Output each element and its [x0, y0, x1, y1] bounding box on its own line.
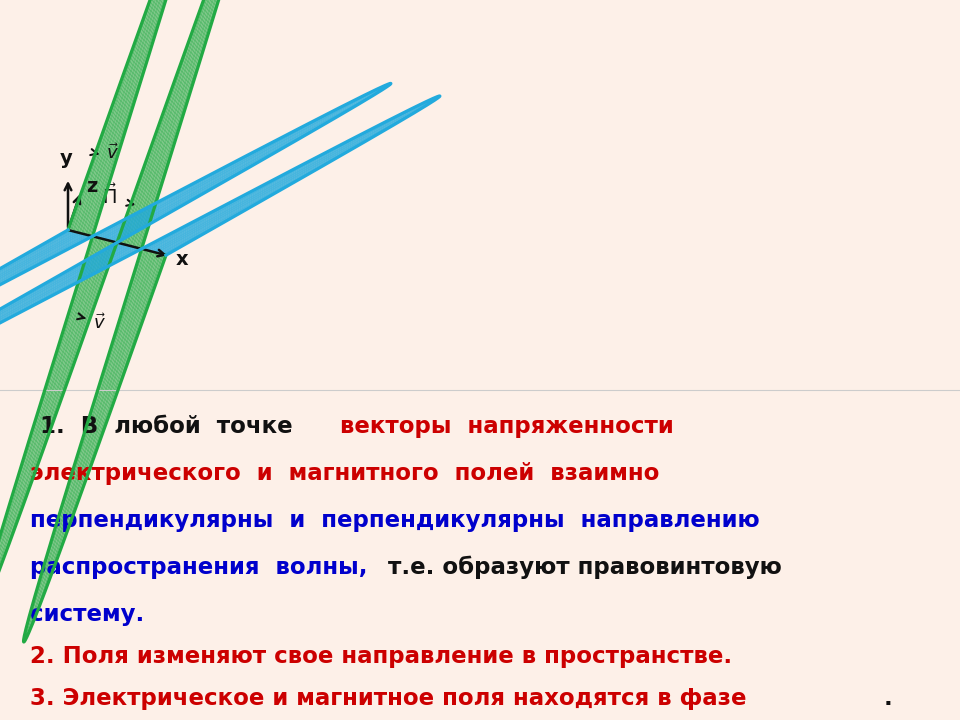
Text: $\vec{v}$: $\vec{v}$: [106, 143, 119, 163]
Text: т.е. образуют правовинтовую: т.е. образуют правовинтовую: [388, 556, 781, 580]
Text: $\vec{v}$: $\vec{v}$: [93, 313, 106, 333]
Text: перпендикулярны  и  перпендикулярны  направлению: перпендикулярны и перпендикулярны направ…: [30, 509, 759, 532]
Text: y: y: [60, 149, 72, 168]
Text: 1.  В  любой  точке: 1. В любой точке: [40, 415, 293, 438]
Text: z: z: [85, 177, 97, 196]
Text: электрического  и  магнитного  полей  взаимно: электрического и магнитного полей взаимн…: [30, 462, 660, 485]
Text: векторы  напряженности: векторы напряженности: [340, 415, 674, 438]
Text: .: .: [884, 687, 893, 710]
Text: $\vec{\Pi}$: $\vec{\Pi}$: [102, 184, 117, 207]
Text: x: x: [176, 250, 188, 269]
Text: распространения  волны,: распространения волны,: [30, 556, 368, 579]
Text: систему.: систему.: [30, 603, 144, 626]
Text: 3. Электрическое и магнитное поля находятся в фазе: 3. Электрическое и магнитное поля находя…: [30, 687, 747, 710]
Text: 2. Поля изменяют свое направление в пространстве.: 2. Поля изменяют свое направление в прос…: [30, 645, 732, 668]
